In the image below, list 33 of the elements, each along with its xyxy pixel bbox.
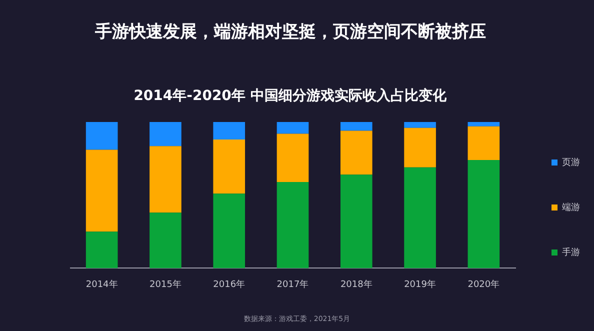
chart-title: 手游快速发展，端游相对坚挺，页游空间不断被挤压 — [95, 21, 486, 43]
bar — [276, 182, 309, 268]
x-tick-label: 2014年 — [86, 278, 118, 290]
bar — [340, 174, 372, 268]
bar — [213, 194, 246, 268]
bar — [468, 122, 500, 126]
legend-label: 端游 — [562, 202, 580, 213]
bar — [404, 167, 436, 268]
bar — [340, 130, 372, 175]
bar — [86, 232, 118, 268]
bar — [86, 150, 118, 232]
bar — [86, 122, 118, 150]
bar — [468, 160, 500, 268]
x-tick-label: 2016年 — [213, 278, 246, 290]
bar — [404, 128, 436, 168]
bar — [468, 126, 500, 160]
x-tick-label: 2018年 — [340, 278, 372, 290]
bar — [150, 122, 182, 146]
bar — [276, 134, 309, 182]
bar — [213, 140, 246, 194]
chart-subtitle: 2014年-2020年 中国细分游戏实际收入占比变化 — [132, 87, 448, 105]
bar — [213, 122, 246, 140]
bar — [150, 146, 182, 213]
legend-label: 页游 — [562, 156, 580, 168]
bar — [340, 122, 372, 131]
bar — [404, 122, 436, 128]
bar — [276, 122, 309, 134]
x-tick-label: 2020年 — [468, 278, 500, 290]
x-tick-label: 2019年 — [404, 278, 436, 290]
x-tick-label: 2015年 — [150, 278, 182, 290]
x-tick-label: 2017年 — [276, 278, 309, 290]
bar — [150, 212, 182, 268]
legend-label: 手游 — [562, 246, 580, 258]
